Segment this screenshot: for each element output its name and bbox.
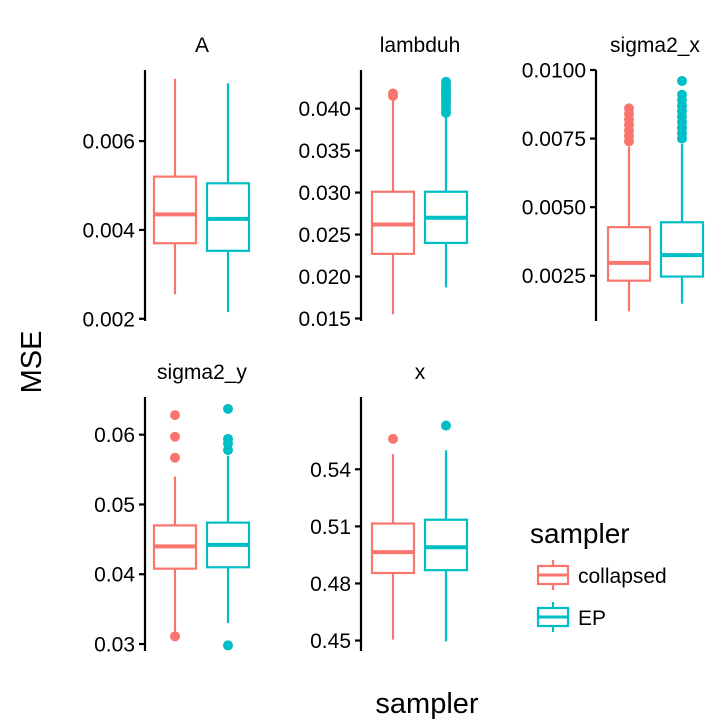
- y-tick-label: 0.040: [298, 98, 351, 121]
- outlier-point: [170, 431, 180, 442]
- iqr-box: [423, 518, 469, 572]
- box-collapsed: [370, 433, 416, 640]
- outlier-point: [223, 433, 233, 444]
- facet-a: A 0.002 0.004 0.006: [82, 34, 251, 331]
- y-tick-label: 0.030: [298, 182, 351, 205]
- y-tick-label: 0.0100: [522, 60, 586, 83]
- y-tick-label: 0.48: [310, 573, 351, 596]
- legend: sampler collapsed EP: [530, 518, 667, 632]
- iqr-box: [606, 226, 652, 282]
- box-collapsed: [370, 88, 416, 315]
- box-ep: [659, 75, 705, 304]
- legend-key: [536, 602, 570, 632]
- y-tick-label: 0.025: [298, 224, 351, 247]
- facet-title: sigma2_x: [610, 34, 700, 57]
- y-tick-label: 0.002: [82, 308, 135, 331]
- outlier-point: [170, 410, 180, 421]
- outlier-point: [170, 631, 180, 642]
- facet-lambduh: lambduh 0.015 0.020 0.025 0.030 0.035 0.040: [298, 34, 469, 331]
- y-axis-title: MSE: [16, 331, 48, 394]
- legend-key: [536, 560, 570, 590]
- iqr-box: [370, 522, 416, 575]
- facet-x: x 0.45 0.48 0.51 0.54: [310, 361, 469, 653]
- x-axis-title: sampler: [375, 688, 478, 720]
- box-collapsed: [606, 103, 652, 312]
- y-tick-label: 0.54: [310, 459, 351, 482]
- facet-title: A: [195, 34, 209, 57]
- facet-panels: A 0.002 0.004 0.006 lambduh 0.015 0.020 0.025 0.…: [82, 34, 705, 657]
- box-ep: [423, 420, 469, 642]
- y-tick-label: 0.06: [94, 424, 135, 447]
- iqr-box: [152, 175, 198, 245]
- outlier-point: [441, 76, 451, 87]
- outlier-point: [677, 75, 687, 86]
- y-tick-label: 0.0025: [522, 265, 586, 288]
- legend-entries: collapsed EP: [536, 560, 667, 632]
- outlier-point: [388, 88, 398, 99]
- facet-sigma2-x: sigma2_x 0.0025 0.0050 0.0075 0.0100: [522, 34, 705, 321]
- facet-title: lambduh: [380, 34, 461, 57]
- outlier-point: [388, 433, 398, 444]
- y-tick-label: 0.015: [298, 308, 351, 331]
- legend-label: EP: [578, 607, 606, 630]
- facet-sigma2-y: sigma2_y 0.03 0.04 0.05 0.06: [94, 361, 251, 657]
- y-tick-label: 0.035: [298, 140, 351, 163]
- outlier-point: [223, 640, 233, 651]
- outlier-point: [170, 452, 180, 463]
- y-tick-label: 0.0050: [522, 197, 586, 220]
- facet-title: x: [415, 361, 426, 384]
- legend-label: collapsed: [578, 565, 667, 588]
- y-tick-label: 0.0075: [522, 128, 586, 151]
- y-tick-label: 0.020: [298, 266, 351, 289]
- legend-entry-ep: EP: [536, 602, 606, 632]
- box-ep: [205, 403, 251, 651]
- box-collapsed: [152, 410, 198, 642]
- box-collapsed: [152, 78, 198, 295]
- facet-title: sigma2_y: [157, 361, 247, 384]
- y-tick-label: 0.006: [82, 131, 135, 154]
- outlier-point: [624, 103, 634, 114]
- y-tick-label: 0.45: [310, 630, 351, 653]
- legend-entry-collapsed: collapsed: [536, 560, 667, 590]
- y-tick-label: 0.51: [310, 516, 351, 539]
- y-tick-label: 0.03: [94, 634, 135, 657]
- legend-title: sampler: [530, 518, 630, 549]
- box-ep: [423, 76, 469, 288]
- outlier-point: [441, 420, 451, 431]
- box-ep: [205, 83, 251, 313]
- outlier-point: [223, 403, 233, 414]
- y-tick-label: 0.04: [94, 564, 135, 587]
- outlier-point: [677, 89, 687, 100]
- y-tick-label: 0.004: [82, 219, 135, 242]
- y-tick-label: 0.05: [94, 494, 135, 517]
- iqr-box: [659, 221, 705, 278]
